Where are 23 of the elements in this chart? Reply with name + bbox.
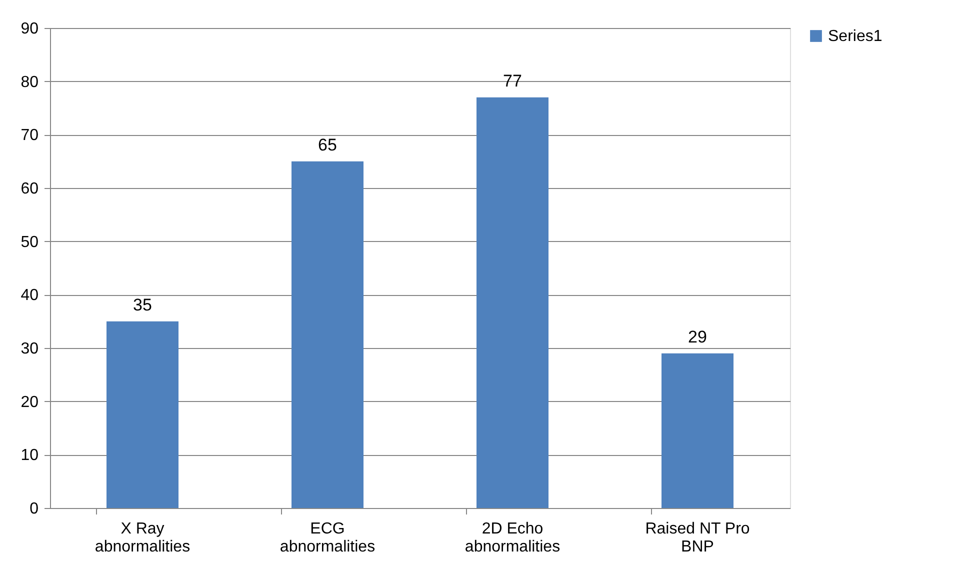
- x-tick-label: Raised NT Pro BNP: [645, 520, 750, 556]
- y-tick-label: 50: [20, 234, 39, 251]
- y-tick-label: 30: [20, 340, 39, 358]
- bar: [476, 97, 548, 508]
- y-tick-label: 40: [20, 287, 39, 304]
- x-tick-label: X Ray abnormalities: [94, 520, 190, 556]
- bar: [106, 321, 178, 508]
- data-label: 77: [503, 71, 522, 90]
- data-label: 35: [133, 295, 152, 314]
- y-tick-label: 20: [20, 394, 39, 411]
- legend-label: Series1: [828, 28, 882, 45]
- y-tick-label: 70: [20, 127, 39, 144]
- data-label: 65: [318, 135, 337, 154]
- bar: [292, 161, 364, 508]
- y-tick-label: 80: [20, 74, 39, 91]
- x-tick-label: 2D Echo abnormalities: [464, 520, 560, 556]
- data-label: 29: [688, 327, 707, 346]
- x-tick-label: ECG abnormalities: [280, 520, 376, 556]
- y-tick-label: 90: [20, 20, 39, 38]
- y-tick-label: 0: [30, 500, 39, 518]
- y-tick-label: 10: [20, 447, 39, 464]
- bar: [662, 353, 734, 508]
- y-tick-label: 60: [20, 180, 39, 198]
